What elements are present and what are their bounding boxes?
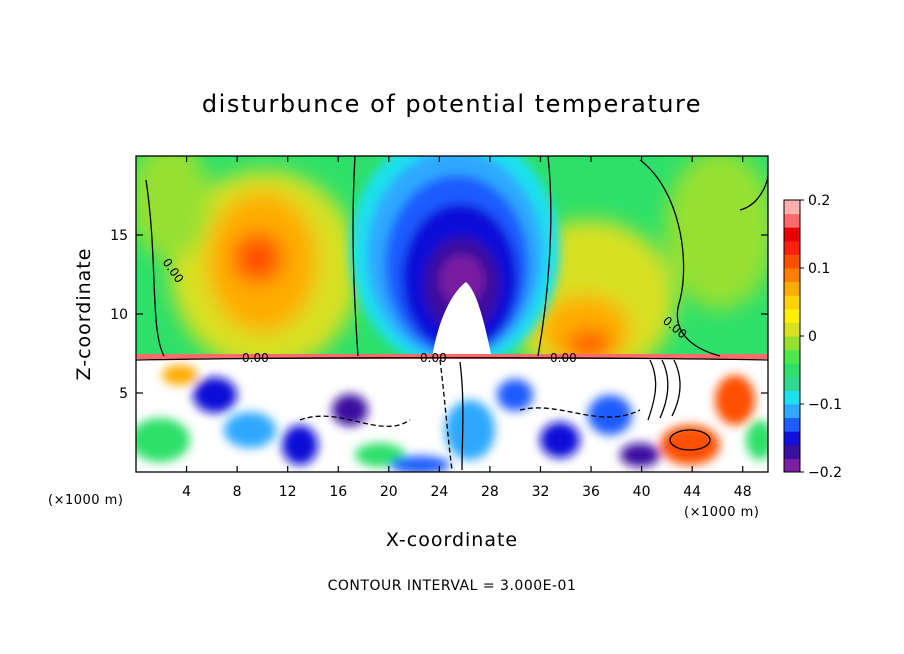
x-tick-label: 28 bbox=[481, 484, 499, 500]
colorbar-ticks: 0.2 0.1 0 −0.1 −0.2 bbox=[800, 193, 842, 481]
colorbar-tick-label: 0 bbox=[808, 329, 817, 345]
upper-field bbox=[136, 156, 768, 380]
colorbar-swatch bbox=[784, 227, 800, 242]
x-tick-label: 4 bbox=[182, 484, 191, 500]
colorbar-swatch bbox=[784, 281, 800, 296]
colorbar-swatch bbox=[784, 458, 800, 473]
contour-label: 0.00 bbox=[242, 351, 269, 365]
boundary-band bbox=[136, 354, 768, 359]
contour-label: 0.00 bbox=[420, 351, 447, 365]
y-axis-ticks: 5 10 15 bbox=[110, 228, 768, 402]
colorbar-swatch bbox=[784, 295, 800, 310]
colorbar-swatch bbox=[784, 363, 800, 378]
colorbar-swatch bbox=[784, 444, 800, 459]
colorbar-swatch bbox=[784, 200, 800, 215]
colorbar-tick-label: 0.1 bbox=[808, 261, 830, 277]
y-axis-label: Z-coordinate bbox=[73, 248, 95, 381]
y-tick-label: 15 bbox=[110, 228, 128, 244]
colorbar-swatch bbox=[784, 349, 800, 364]
colorbar-swatch bbox=[784, 336, 800, 351]
x-tick-label: 20 bbox=[380, 484, 398, 500]
x-tick-label: 24 bbox=[430, 484, 448, 500]
x-tick-label: 8 bbox=[233, 484, 242, 500]
x-tick-label: 44 bbox=[683, 484, 701, 500]
contour-label: 0.00 bbox=[550, 351, 577, 365]
x-axis-ticks: 4 8 12 16 20 24 28 32 36 40 44 48 bbox=[182, 156, 752, 500]
colorbar bbox=[784, 200, 800, 473]
x-tick-label: 32 bbox=[532, 484, 550, 500]
colorbar-swatch bbox=[784, 308, 800, 323]
contour-lines bbox=[136, 156, 768, 471]
x-unit-right: (×1000 m) bbox=[684, 505, 759, 520]
x-tick-label: 48 bbox=[734, 484, 752, 500]
colorbar-swatch bbox=[784, 268, 800, 283]
y-tick-label: 10 bbox=[110, 307, 128, 323]
turbulent-blobs bbox=[136, 365, 768, 472]
colorbar-tick-label: 0.2 bbox=[808, 193, 830, 209]
x-axis-label: X-coordinate bbox=[386, 529, 518, 551]
colorbar-swatch bbox=[784, 322, 800, 337]
x-unit-left: (×1000 m) bbox=[48, 493, 123, 508]
colorbar-tick-label: −0.1 bbox=[808, 397, 842, 413]
x-tick-label: 16 bbox=[329, 484, 347, 500]
colorbar-swatch bbox=[784, 417, 800, 432]
colorbar-swatch bbox=[784, 431, 800, 446]
colorbar-swatch bbox=[784, 376, 800, 391]
plot-area bbox=[136, 156, 768, 472]
y-tick-label: 5 bbox=[119, 386, 128, 402]
x-tick-label: 40 bbox=[633, 484, 651, 500]
colorbar-swatch bbox=[784, 254, 800, 269]
chart-title: disturbunce of potential temperature bbox=[202, 90, 702, 118]
colorbar-swatch bbox=[784, 213, 800, 228]
cold-plume bbox=[350, 156, 560, 370]
contour-interval-note: CONTOUR INTERVAL = 3.000E-01 bbox=[328, 578, 577, 594]
x-tick-label: 36 bbox=[582, 484, 600, 500]
colorbar-swatch bbox=[784, 404, 800, 419]
colorbar-swatch bbox=[784, 240, 800, 255]
cold-core-white bbox=[432, 282, 492, 358]
colorbar-swatch bbox=[784, 390, 800, 405]
x-tick-label: 12 bbox=[279, 484, 297, 500]
colorbar-tick-label: −0.2 bbox=[808, 465, 842, 481]
